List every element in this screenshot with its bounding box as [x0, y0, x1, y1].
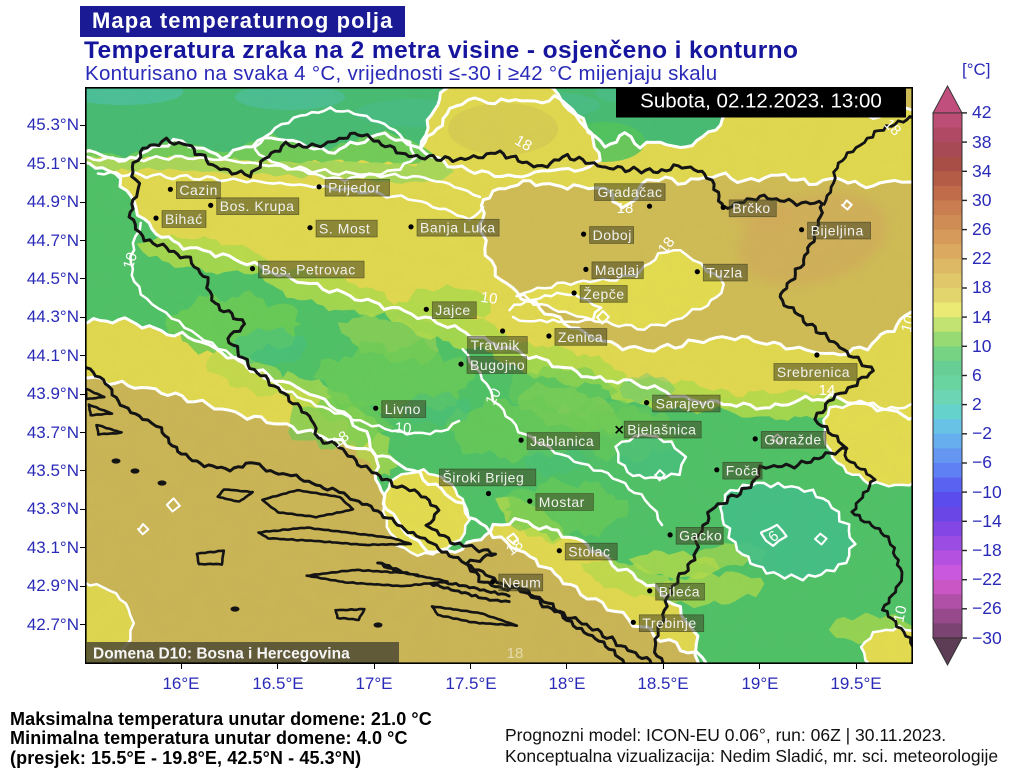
svg-text:Stolac: Stolac	[568, 544, 610, 560]
svg-text:Bileća: Bileća	[659, 584, 700, 600]
svg-text:10: 10	[394, 419, 412, 437]
svg-text:Maglaj: Maglaj	[595, 262, 640, 278]
svg-text:Bos. Petrovac: Bos. Petrovac	[262, 261, 356, 277]
svg-text:10: 10	[482, 385, 505, 408]
svg-text:Foča: Foča	[726, 463, 759, 479]
svg-text:Jajce: Jajce	[435, 302, 470, 318]
svg-text:Cazin: Cazin	[179, 182, 218, 198]
svg-text:Gacko: Gacko	[679, 528, 722, 544]
svg-text:Bugojno: Bugojno	[470, 357, 525, 373]
svg-text:Trebinje: Trebinje	[642, 615, 696, 631]
svg-text:Domena D10: Bosna i Hercegovin: Domena D10: Bosna i Hercegovina	[93, 646, 350, 663]
svg-text:10: 10	[890, 604, 910, 624]
svg-text:Bihać: Bihać	[165, 211, 203, 227]
svg-text:14: 14	[819, 382, 836, 399]
svg-text:Travnik: Travnik	[471, 337, 521, 353]
svg-text:18: 18	[617, 200, 634, 217]
svg-text:Prijedor: Prijedor	[328, 180, 381, 196]
svg-text:Srebrenica: Srebrenica	[777, 364, 850, 380]
svg-text:10: 10	[120, 250, 141, 271]
svg-text:18: 18	[655, 234, 679, 258]
svg-text:Zenica: Zenica	[558, 329, 603, 345]
svg-text:Livno: Livno	[385, 401, 421, 417]
svg-text:Gradačac: Gradačac	[598, 184, 663, 200]
svg-text:Jablanica: Jablanica	[530, 433, 594, 449]
svg-text:Bijeljina: Bijeljina	[811, 223, 864, 239]
svg-text:18: 18	[507, 645, 524, 662]
svg-text:Mostar: Mostar	[539, 494, 585, 510]
svg-text:Široki Brijeg: Široki Brijeg	[443, 469, 525, 485]
svg-text:Banja Luka: Banja Luka	[420, 220, 496, 236]
svg-text:Goražde: Goražde	[764, 432, 822, 448]
svg-text:Neum: Neum	[502, 574, 542, 590]
svg-text:18: 18	[512, 132, 535, 155]
svg-text:Doboj: Doboj	[593, 227, 632, 243]
svg-text:Bjelašnica: Bjelašnica	[627, 422, 696, 438]
svg-text:18: 18	[329, 428, 353, 452]
svg-text:Tuzla: Tuzla	[706, 265, 742, 281]
svg-text:Brčko: Brčko	[732, 200, 771, 216]
svg-text:Žepče: Žepče	[583, 286, 625, 302]
svg-text:10: 10	[898, 314, 913, 335]
svg-text:18: 18	[503, 536, 527, 560]
svg-text:10: 10	[480, 289, 499, 308]
svg-text:Bos. Krupa: Bos. Krupa	[220, 198, 295, 214]
svg-text:S. Most: S. Most	[319, 221, 370, 237]
svg-text:Subota, 02.12.2023. 13:00: Subota, 02.12.2023. 13:00	[640, 90, 882, 113]
svg-text:Sarajevo: Sarajevo	[656, 395, 716, 411]
